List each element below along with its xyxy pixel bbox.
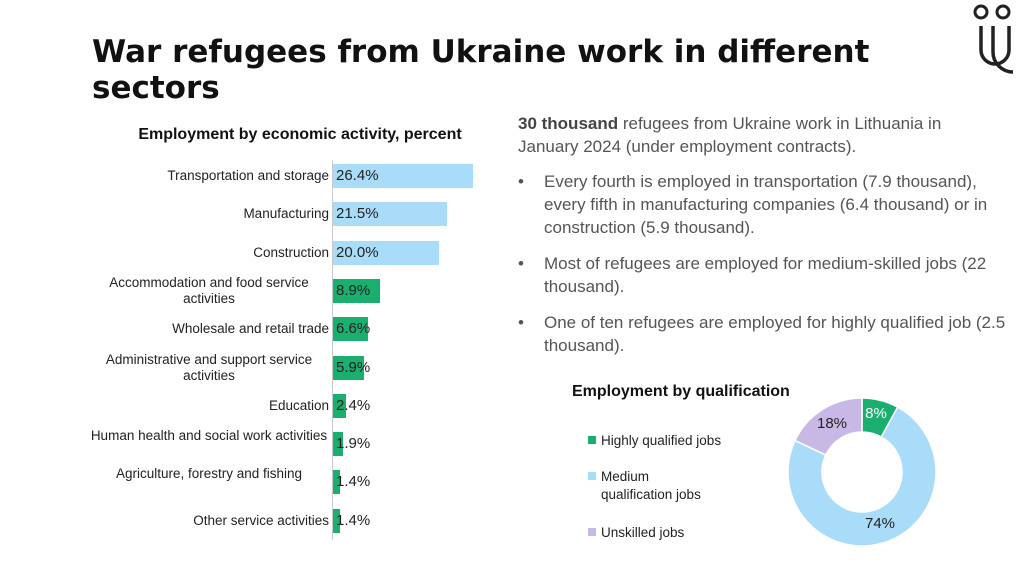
legend-label: Medium qualification jobs (601, 469, 701, 502)
bar-data-label: 20.0% (336, 243, 379, 261)
bar-category-label: Wholesale and retail trade (172, 321, 329, 337)
bar-data-label: 6.6% (336, 320, 371, 338)
bullet-icon: • (518, 313, 524, 332)
legend-swatch (588, 472, 596, 480)
donut-slice (794, 397, 863, 456)
bar (333, 317, 368, 342)
bar-category-label: Transportation and storage (167, 168, 329, 183)
bar (333, 393, 346, 418)
bar-category-label: Education (268, 397, 329, 413)
bar-data-label: 21.5% (336, 205, 379, 223)
donut-data-label: 18% (817, 415, 847, 432)
bar (333, 240, 440, 265)
bar (333, 202, 447, 227)
legend-item-unskilled: Unskilled jobs (588, 524, 768, 542)
bullet-text: Most of refugees are employed for medium… (544, 254, 987, 296)
bar-category-label: Other service activities (193, 512, 329, 528)
bullet-icon: • (518, 254, 524, 273)
employment-by-activity-chart: Transportation and storage 26.4% Manufactu… (90, 160, 473, 540)
donut-legend: Highly qualified jobs Medium qualificati… (588, 432, 768, 542)
legend-label: Highly qualified jobs (601, 433, 722, 448)
bullet-item: • Every fourth is employed in transportat… (518, 170, 1008, 239)
bar (333, 164, 473, 188)
bar-data-label: 1.4% (336, 511, 371, 529)
slide-title: War refugees from Ukraine work in differ… (92, 34, 870, 106)
bar (333, 432, 344, 457)
bar-chart-title: Employment by economic activity, percent (138, 126, 462, 143)
bullet-text: One of ten refugees are employed for hig… (544, 313, 1006, 355)
summary-bold-lead: 30 thousand (518, 114, 619, 133)
bar-category-label: Accommodation and food service activitie… (109, 274, 309, 306)
bar-category-label: Agriculture, forestry and fishing (115, 466, 303, 482)
bar-data-label: 8.9% (336, 281, 371, 299)
donut-data-label: 74% (865, 515, 895, 532)
bullet-item: • One of ten refugees are employed for hi… (518, 311, 1008, 357)
bar-data-label: 1.4% (336, 473, 371, 491)
bar (333, 355, 365, 380)
bar-data-label: 2.4% (336, 396, 371, 414)
bar-category-label: Manufacturing (243, 206, 329, 222)
bar-category-label: Human health and social work activities (90, 428, 328, 444)
bar-category-label: Administrative and support service activ… (105, 351, 313, 383)
summary-bullet-list: • Every fourth is employed in transportat… (518, 170, 1008, 370)
bar-category-label: Construction (253, 244, 329, 260)
legend-label: Unskilled jobs (601, 525, 685, 540)
bar-data-label: 26.4% (336, 167, 379, 184)
bar-chart-axis (332, 160, 333, 540)
donut-data-label: 8% (865, 405, 887, 422)
donut-chart-title: Employment by qualification (572, 383, 790, 400)
bar (333, 470, 341, 495)
bar-data-label: 1.9% (336, 435, 371, 453)
donut-slice (787, 406, 937, 547)
bar (333, 508, 341, 533)
bullet-item: • Most of refugees are employed for mediu… (518, 252, 1008, 298)
summary-rest: refugees from Ukraine work in Lithuania … (518, 114, 942, 156)
employment-by-qualification-donut: 8% 74% 18% (787, 397, 937, 547)
bar-data-label: 5.9% (336, 358, 371, 376)
legend-item-highly-qualified: Highly qualified jobs (588, 432, 768, 450)
legend-item-medium-qualification: Medium qualification jobs (588, 468, 718, 504)
legend-swatch (588, 436, 596, 444)
bar (333, 278, 381, 303)
bullet-text: Every fourth is employed in transportati… (544, 172, 988, 237)
bullet-icon: • (518, 172, 524, 191)
summary-paragraph: 30 thousand refugees from Ukraine work i… (518, 112, 998, 158)
legend-swatch (588, 528, 596, 536)
brand-logo-icon (973, 4, 1014, 74)
